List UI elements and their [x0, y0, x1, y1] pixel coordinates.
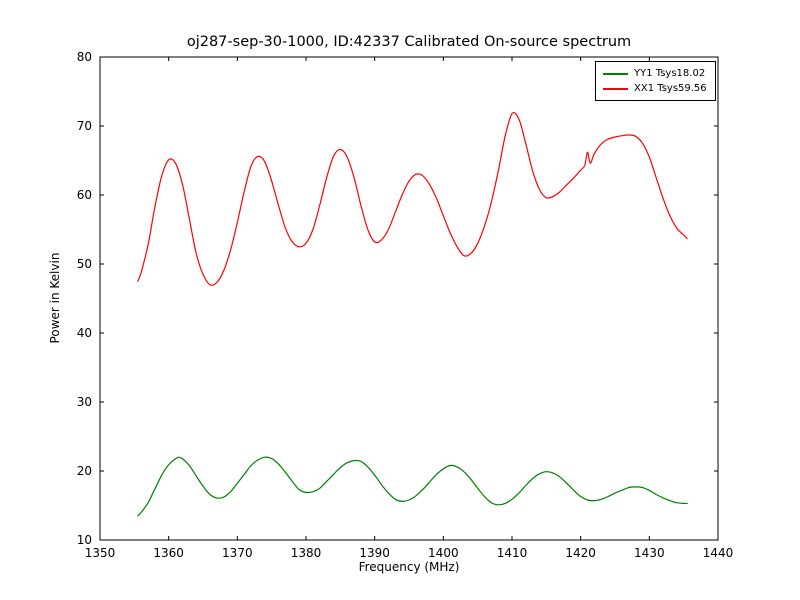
yy1-line-sample-icon	[603, 72, 628, 75]
x-tick-label: 1390	[359, 546, 390, 560]
legend-label-yy1: YY1 Tsys18.02	[634, 68, 706, 79]
x-axis-label: Frequency (MHz)	[358, 560, 460, 574]
legend-label-xx1: XX1 Tsys59.56	[634, 83, 707, 94]
x-tick-label: 1370	[222, 546, 253, 560]
x-tick-label: 1420	[565, 546, 596, 560]
x-tick-label: 1380	[291, 546, 322, 560]
xx1-line-sample-icon	[603, 87, 628, 90]
x-tick-label: 1430	[634, 546, 665, 560]
x-tick-label: 1360	[153, 546, 184, 560]
chart-title: oj287-sep-30-1000, ID:42337 Calibrated O…	[186, 34, 632, 50]
y-tick-label: 40	[77, 326, 92, 340]
legend: YY1 Tsys18.02 XX1 Tsys59.56	[595, 61, 716, 101]
x-tick-label: 1440	[703, 546, 734, 560]
series-line-yy1	[137, 456, 688, 517]
legend-item-yy1: YY1 Tsys18.02	[603, 66, 707, 81]
x-tick-label: 1410	[497, 546, 528, 560]
y-axis-label: Power in Kelvin	[48, 252, 62, 344]
y-tick-label: 60	[77, 188, 92, 202]
y-tick-label: 80	[77, 50, 92, 64]
x-tick-label: 1350	[85, 546, 116, 560]
y-tick-label: 50	[77, 257, 92, 271]
y-tick-label: 70	[77, 119, 92, 133]
x-tick-label: 1400	[428, 546, 459, 560]
legend-item-xx1: XX1 Tsys59.56	[603, 81, 707, 96]
plot-frame	[99, 56, 719, 541]
series-line-xx1	[137, 111, 688, 286]
y-tick-label: 20	[77, 464, 92, 478]
y-tick-label: 30	[77, 395, 92, 409]
y-tick-label: 10	[77, 533, 92, 547]
